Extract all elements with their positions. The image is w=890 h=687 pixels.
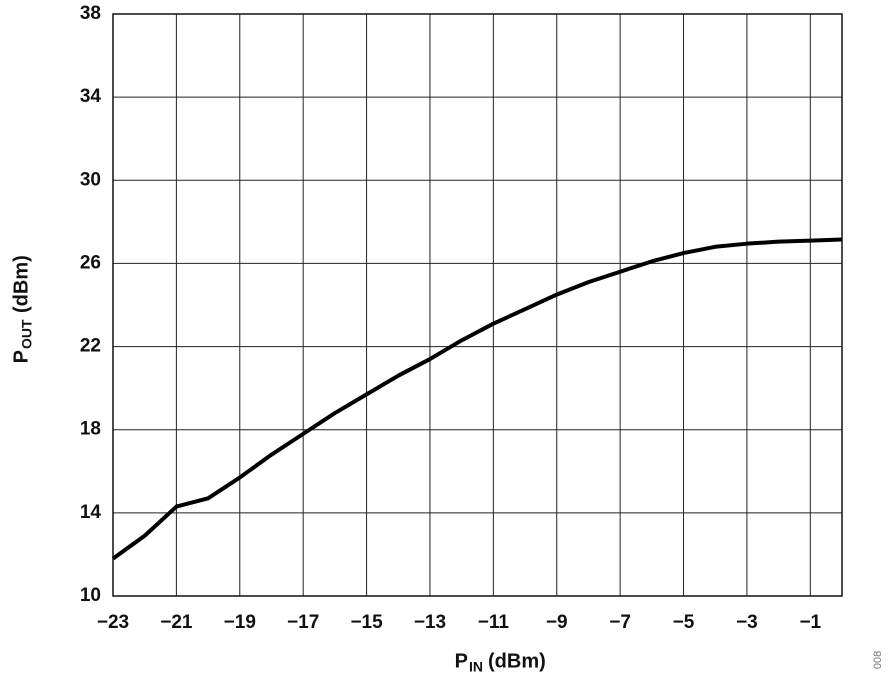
x-tick-label: −13: [414, 612, 446, 633]
x-axis-label-main: P: [455, 650, 468, 672]
y-tick-label: 14: [80, 502, 102, 523]
x-axis-label-unit: (dBm): [488, 650, 546, 672]
x-tick-label: −7: [609, 612, 631, 633]
line-series: [111, 237, 843, 561]
x-tick-label: −21: [160, 612, 193, 633]
y-tick-label: 38: [80, 3, 101, 24]
y-tick-label: 30: [80, 169, 101, 190]
y-tick-label: 26: [80, 252, 101, 273]
y-axis-label-sub: OUT: [19, 319, 35, 349]
y-axis-label-main: P: [10, 350, 32, 363]
x-axis-label-sub: IN: [469, 659, 483, 675]
y-tick-label: 18: [80, 419, 101, 440]
y-tick-label: 22: [80, 336, 101, 357]
y-axis-label-unit: (dBm): [10, 255, 32, 313]
figure-number: 008: [872, 651, 884, 669]
x-tick-label: −9: [546, 612, 568, 633]
x-tick-label: −23: [97, 612, 129, 633]
x-tick-label: −5: [673, 612, 695, 633]
x-tick-label: −17: [287, 612, 319, 633]
x-tick-label: −15: [350, 612, 383, 633]
y-axis-label: P OUT (dBm): [10, 255, 34, 363]
y-tick-label: 34: [80, 86, 102, 107]
x-tick-label: −19: [224, 612, 256, 633]
x-tick-label: −3: [736, 612, 758, 633]
x-tick-label: −11: [478, 612, 510, 633]
plot-frame: [112, 13, 843, 597]
x-tick-label: −1: [799, 612, 821, 633]
y-tick-label: 10: [80, 585, 101, 606]
